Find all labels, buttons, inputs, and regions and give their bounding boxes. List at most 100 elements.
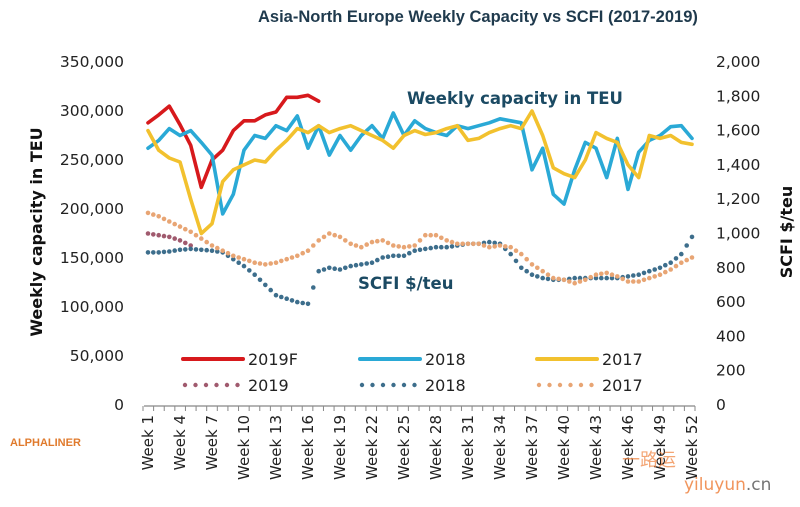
data-point-interp — [449, 244, 455, 249]
y-tick-label: 100,000 — [60, 298, 124, 316]
y2-tick-label: 600 — [716, 293, 746, 311]
data-point — [551, 275, 556, 281]
data-point-interp — [161, 216, 167, 222]
legend-swatch-dot — [224, 382, 230, 388]
data-point — [412, 248, 418, 253]
data-point — [188, 229, 193, 235]
data-point — [444, 244, 450, 250]
data-point-interp — [567, 279, 572, 284]
data-point — [263, 262, 268, 267]
x-tick-label: Week 28 — [427, 415, 445, 480]
legend: 2019F 2018 2017 2019 2018 2017 — [181, 350, 643, 395]
data-point — [177, 247, 183, 253]
x-tick-label: Week 16 — [299, 415, 317, 480]
y-tick-label: 300,000 — [60, 102, 124, 120]
x-axis-tick-labels: Week 1 Week 4 Week 7 Week 10 Week 13 Week 16 W… — [139, 415, 701, 480]
data-point — [657, 265, 663, 271]
data-point — [273, 260, 279, 266]
y2-tick-label: 1,400 — [716, 156, 760, 174]
data-point-interp — [428, 245, 434, 251]
data-point-interp — [204, 247, 209, 253]
data-point-interp — [364, 261, 370, 266]
data-point — [167, 234, 172, 240]
data-point-interp — [193, 247, 199, 252]
y2-tick-label: 2,000 — [716, 53, 760, 71]
data-point — [679, 260, 684, 266]
data-point-interp — [364, 242, 370, 247]
data-point — [615, 274, 620, 279]
data-point-interp — [183, 226, 188, 232]
series-layer — [145, 93, 695, 307]
data-point-interp — [407, 250, 412, 256]
data-point-interp — [257, 261, 263, 266]
x-tick-label: Week 52 — [683, 415, 701, 480]
data-point-interp — [300, 300, 306, 306]
y2-tick-label: 1,000 — [716, 225, 760, 243]
legend-label: 2019F — [248, 350, 298, 369]
data-point — [444, 238, 450, 243]
legend-item: 2019 — [182, 376, 289, 395]
data-point — [529, 272, 535, 278]
x-tick-label: Week 25 — [395, 415, 413, 480]
data-point-interp — [375, 257, 380, 263]
x-tick-label: Week 40 — [555, 415, 573, 480]
data-point-interp — [652, 274, 657, 279]
data-point — [465, 241, 471, 247]
y-tick-label: 50,000 — [70, 347, 124, 365]
data-point — [177, 224, 183, 229]
data-point — [305, 301, 311, 307]
data-point-interp — [257, 277, 263, 283]
y2-tick-label: 1,600 — [716, 122, 760, 140]
data-point-interp — [503, 244, 508, 249]
data-point — [156, 214, 161, 219]
data-point-interp — [577, 275, 583, 281]
data-point-interp — [609, 275, 615, 281]
data-point-interp — [172, 221, 177, 227]
data-point-interp — [641, 270, 647, 276]
data-point — [241, 263, 247, 269]
data-point — [231, 253, 236, 259]
y-axis-ticks: 0 50,000 100,000 150,000 200,000 250,000 300,0… — [60, 53, 124, 414]
data-point-interp — [471, 241, 476, 247]
data-point — [156, 232, 161, 238]
x-tick-label: Week 13 — [267, 415, 285, 480]
data-point — [295, 253, 300, 259]
legend-swatch-dot — [214, 382, 219, 388]
watermark-url-tld: .cn — [746, 475, 772, 495]
legend-label: 2019 — [248, 376, 289, 395]
data-point — [636, 272, 641, 278]
x-tick-label: Week 1 — [139, 415, 157, 470]
data-point — [263, 282, 268, 288]
data-point — [561, 277, 567, 283]
data-point — [423, 246, 428, 252]
data-point-interp — [599, 275, 604, 281]
data-point-interp — [545, 276, 551, 282]
data-point — [327, 231, 332, 236]
data-point-interp — [183, 240, 188, 246]
data-point — [359, 244, 364, 250]
x-tick-label: Week 49 — [651, 415, 669, 480]
data-point-interp — [428, 232, 434, 238]
legend-swatch-dot — [589, 382, 594, 388]
data-point — [273, 292, 279, 298]
x-tick-label: Week 7 — [203, 415, 221, 470]
data-point-interp — [151, 232, 156, 237]
legend-item: 2018 — [359, 376, 466, 395]
data-point — [625, 279, 631, 284]
data-point-interp — [673, 263, 679, 269]
data-point — [348, 263, 354, 269]
data-point — [497, 243, 503, 248]
x-tick-label: Week 10 — [235, 415, 253, 480]
data-point — [647, 268, 652, 274]
data-point — [220, 248, 225, 253]
data-point-interp — [268, 261, 274, 266]
data-point — [636, 279, 641, 284]
data-point — [167, 219, 172, 224]
data-point-interp — [300, 250, 306, 256]
data-point — [487, 239, 492, 245]
data-point — [593, 275, 599, 281]
y2-tick-label: 800 — [716, 259, 746, 277]
legend-item: 2018 — [358, 350, 466, 369]
legend-swatch-dot — [203, 382, 209, 388]
legend-swatch-dot — [391, 382, 396, 388]
